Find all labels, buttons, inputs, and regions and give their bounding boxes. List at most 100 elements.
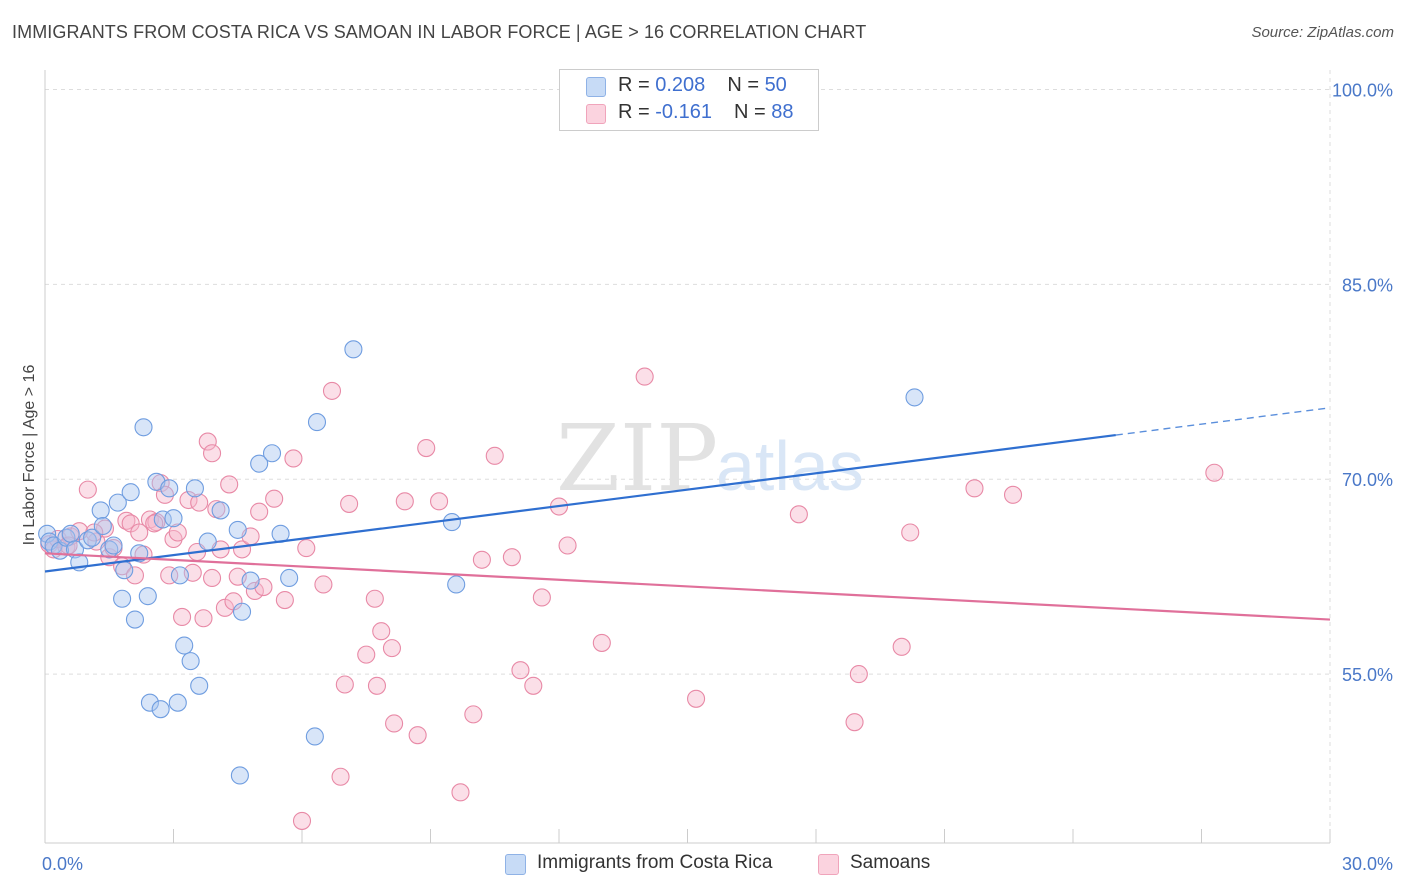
point-samoans bbox=[1003, 485, 1023, 504]
point-samoans bbox=[472, 550, 491, 569]
point-costa-rica bbox=[160, 479, 179, 498]
trend-lines bbox=[44, 407, 1331, 621]
point-costa-rica bbox=[190, 676, 209, 695]
point-samoans bbox=[130, 523, 149, 542]
point-costa-rica bbox=[104, 536, 123, 555]
legend-n-label: N = bbox=[727, 74, 765, 96]
point-samoans bbox=[464, 705, 483, 724]
trend-line-costa-rica-extension bbox=[1115, 407, 1331, 436]
point-costa-rica bbox=[140, 693, 159, 712]
point-costa-rica bbox=[447, 575, 466, 594]
point-costa-rica bbox=[211, 501, 230, 520]
point-costa-rica bbox=[307, 413, 327, 432]
point-samoans bbox=[160, 566, 179, 585]
point-samoans bbox=[365, 589, 384, 608]
point-samoans bbox=[194, 609, 213, 628]
point-samoans bbox=[322, 381, 342, 400]
point-samoans bbox=[265, 489, 284, 508]
point-costa-rica bbox=[91, 501, 110, 520]
point-samoans bbox=[284, 449, 303, 468]
point-samoans bbox=[687, 689, 706, 708]
point-samoans bbox=[451, 783, 470, 802]
axes bbox=[44, 70, 1331, 844]
point-costa-rica bbox=[61, 524, 80, 543]
y-tick-label: 100.0% bbox=[1332, 80, 1393, 100]
point-samoans bbox=[203, 568, 222, 588]
point-samoans bbox=[385, 714, 404, 733]
point-samoans bbox=[372, 622, 391, 641]
point-samoans bbox=[331, 767, 350, 786]
point-costa-rica bbox=[134, 418, 153, 437]
y-tick-label: 85.0% bbox=[1342, 275, 1393, 295]
point-costa-rica bbox=[198, 532, 217, 551]
point-samoans bbox=[635, 367, 654, 386]
bottom-legend-swatch-blue bbox=[505, 854, 526, 875]
bottom-legend-swatch-pink bbox=[818, 854, 839, 875]
point-samoans bbox=[179, 490, 198, 510]
y-tick-label: 70.0% bbox=[1342, 470, 1393, 490]
point-samoans bbox=[592, 633, 611, 652]
point-costa-rica bbox=[175, 636, 194, 655]
point-samoans bbox=[168, 523, 187, 542]
point-samoans bbox=[335, 675, 354, 694]
point-samoans bbox=[558, 536, 577, 555]
point-costa-rica bbox=[232, 602, 252, 621]
bottom-legend-label: Immigrants from Costa Rica bbox=[537, 852, 773, 873]
point-samoans bbox=[340, 494, 359, 513]
point-samoans bbox=[892, 637, 911, 656]
legend-swatch-pink bbox=[586, 104, 606, 124]
point-samoans bbox=[524, 676, 543, 695]
point-samoans bbox=[367, 676, 387, 695]
point-costa-rica bbox=[83, 528, 102, 547]
point-samoans bbox=[502, 548, 521, 567]
point-samoans bbox=[220, 475, 239, 494]
source-label: Source: ZipAtlas.com bbox=[1251, 24, 1394, 41]
tick-labels: 100.0% 85.0% 70.0% 55.0% 0.0% 30.0% bbox=[42, 80, 1393, 874]
point-samoans bbox=[849, 665, 868, 684]
legend-n-value: 50 bbox=[764, 74, 787, 96]
point-samoans bbox=[965, 479, 984, 498]
legend-r-label: R = bbox=[618, 101, 656, 123]
trend-line-costa-rica bbox=[44, 433, 1116, 573]
point-samoans bbox=[203, 444, 222, 463]
point-costa-rica bbox=[344, 340, 363, 359]
point-samoans bbox=[95, 519, 115, 538]
point-samoans bbox=[1205, 463, 1224, 482]
point-costa-rica bbox=[138, 587, 157, 606]
point-samoans bbox=[395, 492, 414, 511]
y-tick-label: 55.0% bbox=[1342, 665, 1393, 685]
point-samoans bbox=[145, 514, 164, 533]
point-samoans bbox=[314, 575, 333, 594]
legend-r-value: 0.208 bbox=[655, 74, 706, 96]
point-costa-rica bbox=[228, 520, 247, 539]
point-costa-rica bbox=[305, 727, 324, 746]
point-costa-rica bbox=[262, 444, 282, 463]
x-tick-label: 30.0% bbox=[1342, 854, 1393, 874]
point-costa-rica bbox=[241, 571, 260, 590]
watermark-zip: ZIP bbox=[556, 405, 718, 512]
point-costa-rica bbox=[168, 693, 187, 712]
point-samoans bbox=[430, 492, 449, 511]
point-costa-rica bbox=[185, 479, 204, 498]
point-costa-rica bbox=[280, 568, 299, 588]
point-costa-rica bbox=[905, 388, 924, 407]
point-samoans bbox=[275, 591, 294, 610]
legend-r-value: -0.161 bbox=[655, 101, 712, 123]
point-costa-rica bbox=[151, 700, 170, 719]
point-samoans bbox=[417, 439, 436, 458]
point-costa-rica bbox=[113, 589, 132, 608]
point-samoans bbox=[408, 726, 427, 745]
watermark: ZIP atlas bbox=[556, 405, 864, 512]
point-samoans bbox=[297, 539, 316, 558]
point-samoans bbox=[173, 607, 192, 626]
bottom-legend-label: Samoans bbox=[850, 852, 931, 873]
watermark-atlas: atlas bbox=[716, 427, 864, 505]
point-samoans bbox=[789, 505, 808, 524]
legend-r-label: R = bbox=[618, 74, 656, 96]
point-samoans bbox=[190, 493, 209, 512]
point-samoans bbox=[250, 502, 269, 521]
point-costa-rica bbox=[170, 566, 189, 585]
legend-n-value: 88 bbox=[771, 101, 794, 123]
point-costa-rica bbox=[115, 561, 134, 580]
